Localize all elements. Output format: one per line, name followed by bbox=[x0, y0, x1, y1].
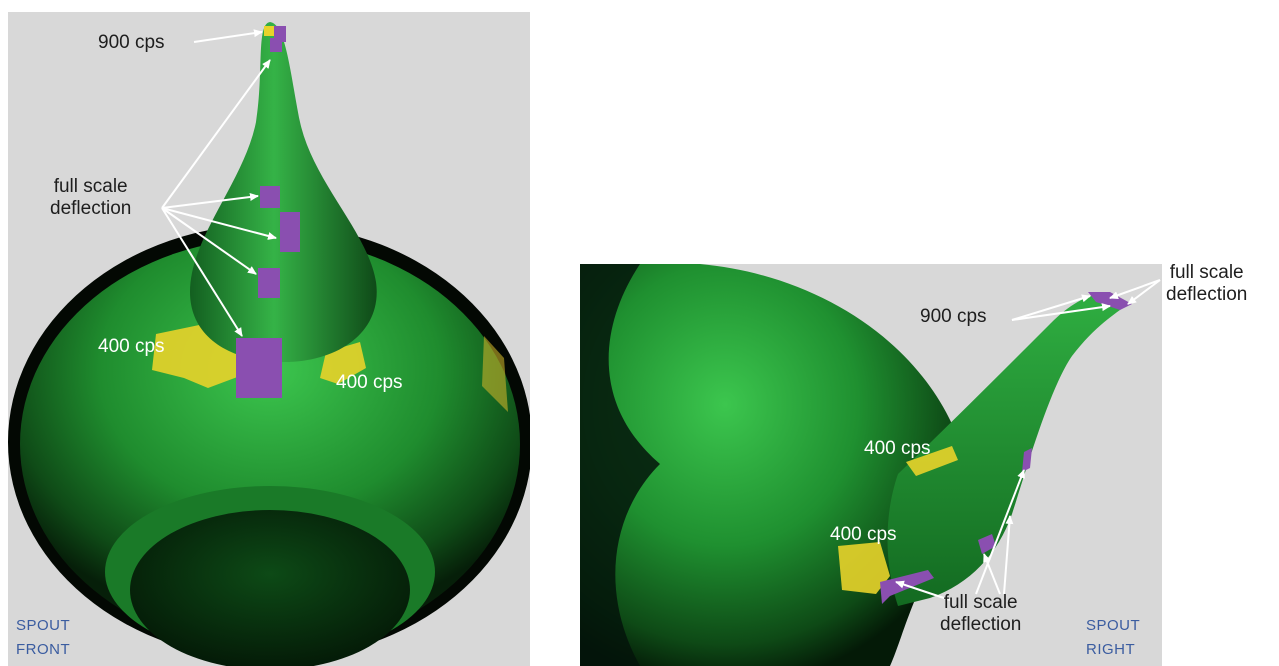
high-amplitude-patch-spout-1 bbox=[1022, 448, 1032, 472]
front-annotation-arrows bbox=[161, 29, 277, 337]
high-amplitude-patch-1 bbox=[260, 186, 280, 208]
right-label-full-scale-bottom-line2: deflection bbox=[940, 613, 1022, 635]
high-amplitude-patch-base bbox=[880, 570, 934, 604]
mid-amplitude-patch-tip bbox=[264, 26, 274, 36]
front-view-label: SPOUT FRONT bbox=[16, 614, 70, 662]
front-label-400-cps-right: 400 cps bbox=[336, 372, 403, 393]
body-base-opening bbox=[130, 510, 410, 666]
spout bbox=[190, 22, 377, 362]
right-label-full-scale-deflection-bottom: full scale deflection bbox=[940, 592, 1021, 636]
right-label-full-scale-deflection-top: full scale deflection bbox=[1166, 262, 1247, 306]
front-label-full-scale-line2: deflection bbox=[50, 197, 132, 219]
mid-amplitude-patch-edge bbox=[482, 336, 508, 412]
high-amplitude-patch-tip bbox=[1088, 292, 1132, 310]
front-view-label-line1: SPOUT bbox=[16, 617, 71, 634]
mid-amplitude-patch-lower bbox=[838, 542, 890, 594]
high-amplitude-patch-spout-2 bbox=[978, 534, 996, 554]
front-view-panel: 900 cps full scale deflection 400 cps 40… bbox=[8, 12, 530, 666]
right-view-panel: 900 cps 400 cps 400 cps full scale defle… bbox=[580, 264, 1162, 666]
right-label-full-scale-top-line1: full scale bbox=[1169, 262, 1244, 283]
right-label-900-cps: 900 cps bbox=[920, 306, 987, 327]
front-label-full-scale-line1: full scale bbox=[53, 176, 128, 197]
right-label-400-cps-upper: 400 cps bbox=[864, 438, 931, 459]
right-label-full-scale-bottom-line1: full scale bbox=[943, 592, 1018, 613]
body-shadow bbox=[580, 264, 660, 666]
right-view-label: SPOUT RIGHT bbox=[1086, 614, 1140, 662]
right-view-label-line2: RIGHT bbox=[1086, 641, 1136, 658]
right-label-400-cps-lower: 400 cps bbox=[830, 524, 897, 545]
right-view-model bbox=[580, 264, 1161, 666]
high-amplitude-patch-tip-lower bbox=[270, 38, 282, 52]
right-annotation-arrows bbox=[895, 279, 1161, 601]
mid-amplitude-patch-upper bbox=[906, 446, 958, 476]
right-view-label-line1: SPOUT bbox=[1086, 617, 1141, 634]
right-label-full-scale-top-line2: deflection bbox=[1166, 283, 1248, 305]
high-amplitude-patch-3 bbox=[258, 268, 280, 298]
front-label-400-cps-left: 400 cps bbox=[98, 336, 165, 357]
front-view-model bbox=[8, 22, 530, 666]
high-amplitude-patch-2 bbox=[280, 212, 300, 252]
high-amplitude-patch-4 bbox=[236, 338, 282, 398]
spout bbox=[887, 293, 1128, 606]
front-view-label-line2: FRONT bbox=[16, 641, 71, 658]
front-label-900-cps: 900 cps bbox=[98, 32, 165, 53]
front-label-full-scale-deflection: full scale deflection bbox=[50, 176, 131, 220]
